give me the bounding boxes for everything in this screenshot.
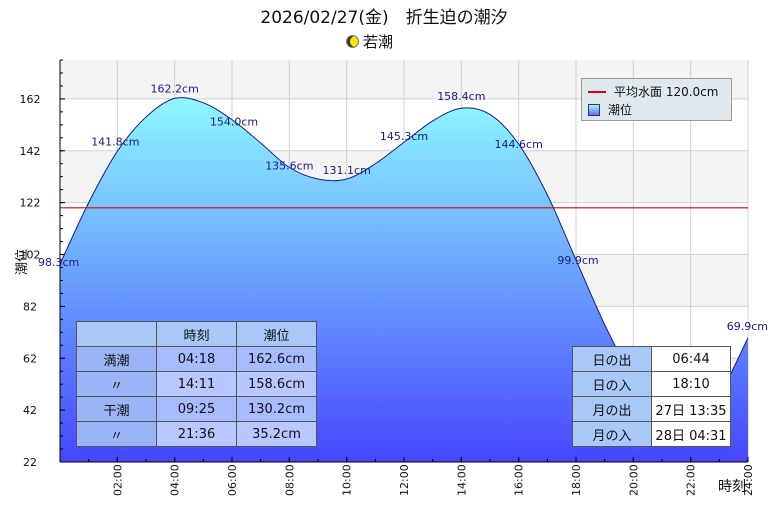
row-height: 162.6cm: [236, 346, 317, 372]
row-label: 干潮: [76, 396, 157, 422]
table-row: 月の出 27日 13:35: [572, 396, 731, 422]
row-height: 130.2cm: [236, 396, 317, 422]
y-tick-label: 62: [23, 352, 37, 365]
header-cell: 潮位: [236, 321, 317, 347]
data-label: 162.2cm: [151, 82, 199, 95]
data-label: 145.3cm: [380, 130, 428, 143]
x-tick-label: 20:00: [627, 464, 640, 496]
table-row: 干潮 09:25 130.2cm: [76, 396, 317, 422]
row-time: 14:11: [156, 371, 237, 397]
chart-title: 2026/02/27(金) 折生迫の潮汐: [260, 8, 508, 28]
moon-phase-icon: [346, 35, 359, 48]
legend-item-tide: 潮位: [588, 101, 632, 118]
x-tick-label: 08:00: [283, 464, 296, 496]
x-tick-label: 18:00: [570, 464, 583, 496]
x-tick-label: 14:00: [455, 464, 468, 496]
sun-moon-table: 日の出 06:44 日の入 18:10 月の出 27日 13:35 月の入 28…: [572, 346, 731, 447]
data-label: 154.0cm: [210, 116, 258, 129]
y-tick-label: 42: [23, 404, 37, 417]
y-tick-label: 22: [23, 456, 37, 469]
row-label: 月の入: [572, 421, 652, 447]
row-value: 18:10: [651, 371, 731, 397]
data-label: 135.6cm: [265, 159, 313, 172]
header-cell: [76, 321, 157, 347]
row-label: 日の入: [572, 371, 652, 397]
data-label: 69.9cm: [727, 320, 768, 333]
x-tick-label: 04:00: [169, 464, 182, 496]
x-tick-label: 22:00: [685, 464, 698, 496]
table-row: 日の出 06:44: [572, 346, 731, 372]
legend: 平均水面 120.0cm 潮位: [581, 78, 732, 121]
x-tick-label: 12:00: [398, 464, 411, 496]
y-axis-title: 潮位: [15, 249, 30, 275]
row-label: 満潮: [76, 346, 157, 372]
tide-swatch: [588, 103, 600, 116]
data-label: 144.6cm: [495, 138, 543, 151]
y-tick-label: 102: [20, 249, 41, 262]
tide-type-label: 若潮: [363, 33, 394, 51]
table-row: 満潮 04:18 162.6cm: [76, 346, 317, 372]
tide-extremes-table: 時刻 潮位 満潮 04:18 162.6cm 〃 14:11 158.6cm 干…: [76, 321, 317, 447]
mean-line-swatch: [588, 90, 606, 93]
table-row: 〃 14:11 158.6cm: [76, 371, 317, 397]
legend-mean-label: 平均水面 120.0cm: [614, 85, 719, 99]
legend-item-mean: 平均水面 120.0cm: [588, 83, 718, 100]
table-row: 月の入 28日 04:31: [572, 421, 731, 447]
row-value: 28日 04:31: [651, 421, 731, 447]
y-tick-label: 122: [20, 197, 41, 210]
header-cell: 時刻: [156, 321, 237, 347]
legend-tide-label: 潮位: [608, 103, 633, 117]
row-time: 04:18: [156, 346, 237, 372]
row-value: 06:44: [651, 346, 731, 372]
x-tick-label: 02:00: [111, 464, 124, 496]
data-label: 99.9cm: [557, 254, 598, 267]
data-label: 158.4cm: [437, 90, 485, 103]
row-height: 35.2cm: [236, 421, 317, 447]
data-label: 141.8cm: [91, 135, 139, 148]
row-time: 21:36: [156, 421, 237, 447]
x-axis-title: 時刻: [718, 479, 746, 495]
x-tick-label: 06:00: [226, 464, 239, 496]
row-time: 09:25: [156, 396, 237, 422]
table-row: 〃 21:36 35.2cm: [76, 421, 317, 447]
data-label: 98.3cm: [38, 256, 79, 269]
x-tick-label: 24:00: [742, 464, 755, 496]
row-value: 27日 13:35: [651, 396, 731, 422]
tide-table-header: 時刻 潮位: [76, 321, 317, 347]
y-tick-label: 162: [20, 93, 41, 106]
y-tick-label: 142: [20, 145, 41, 158]
row-label: 〃: [76, 371, 157, 397]
data-label: 131.1cm: [323, 164, 371, 177]
row-height: 158.6cm: [236, 371, 317, 397]
x-tick-label: 16:00: [513, 464, 526, 496]
row-label: 月の出: [572, 396, 652, 422]
y-tick-label: 82: [23, 300, 37, 313]
tide-type: 若潮: [346, 31, 393, 52]
row-label: 日の出: [572, 346, 652, 372]
row-label: 〃: [76, 421, 157, 447]
table-row: 日の入 18:10: [572, 371, 731, 397]
x-tick-label: 10:00: [341, 464, 354, 496]
